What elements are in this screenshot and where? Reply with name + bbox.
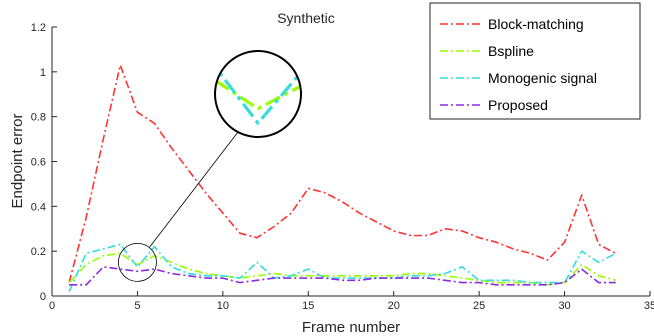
axes: 0 5 10 15 20 25 30 35 0 0.2 0.4 0.6 0.8 1 1.2 bbox=[31, 22, 654, 312]
x-axis-title: Frame number bbox=[302, 319, 400, 336]
zoom-magnified-circle bbox=[214, 50, 302, 138]
x-tick-label: 20 bbox=[388, 300, 400, 312]
x-tick-label: 5 bbox=[134, 300, 140, 312]
chart-title: Synthetic bbox=[277, 10, 335, 26]
legend: Block-matching Bspline Monogenic signal Pro… bbox=[429, 2, 641, 120]
legend-label: Monogenic signal bbox=[488, 70, 597, 86]
y-tick-label: 1.2 bbox=[31, 22, 46, 34]
y-tick-label: 0.4 bbox=[31, 201, 46, 213]
legend-label: Block-matching bbox=[488, 16, 584, 32]
y-tick-label: 0.8 bbox=[31, 112, 46, 124]
series-line-block-matching bbox=[68, 64, 617, 283]
series-line-monogenic-signal bbox=[68, 243, 617, 292]
zoom-inset bbox=[118, 50, 302, 282]
zoom-background bbox=[215, 51, 301, 137]
zoom-connector-line bbox=[149, 131, 239, 248]
x-tick-label: 30 bbox=[558, 300, 570, 312]
y-axis-title: Endpoint error bbox=[9, 113, 26, 208]
zoom-source-circle bbox=[118, 242, 157, 282]
y-tick-label: 0.2 bbox=[31, 246, 46, 258]
series-layer bbox=[68, 64, 617, 292]
x-tick-label: 35 bbox=[644, 300, 654, 312]
y-tick-label: 0 bbox=[40, 291, 46, 303]
legend-label: Bspline bbox=[488, 43, 534, 59]
legend-label: Proposed bbox=[488, 97, 548, 113]
x-tick-label: 15 bbox=[302, 300, 314, 312]
x-tick-label: 10 bbox=[217, 300, 229, 312]
series-line-proposed bbox=[69, 266, 616, 286]
y-tick-label: 0.6 bbox=[31, 157, 46, 169]
x-tick-label: 0 bbox=[49, 300, 55, 312]
y-tick-label: 1 bbox=[40, 67, 46, 79]
x-tick-label: 25 bbox=[473, 300, 485, 312]
legend-box bbox=[429, 2, 641, 120]
